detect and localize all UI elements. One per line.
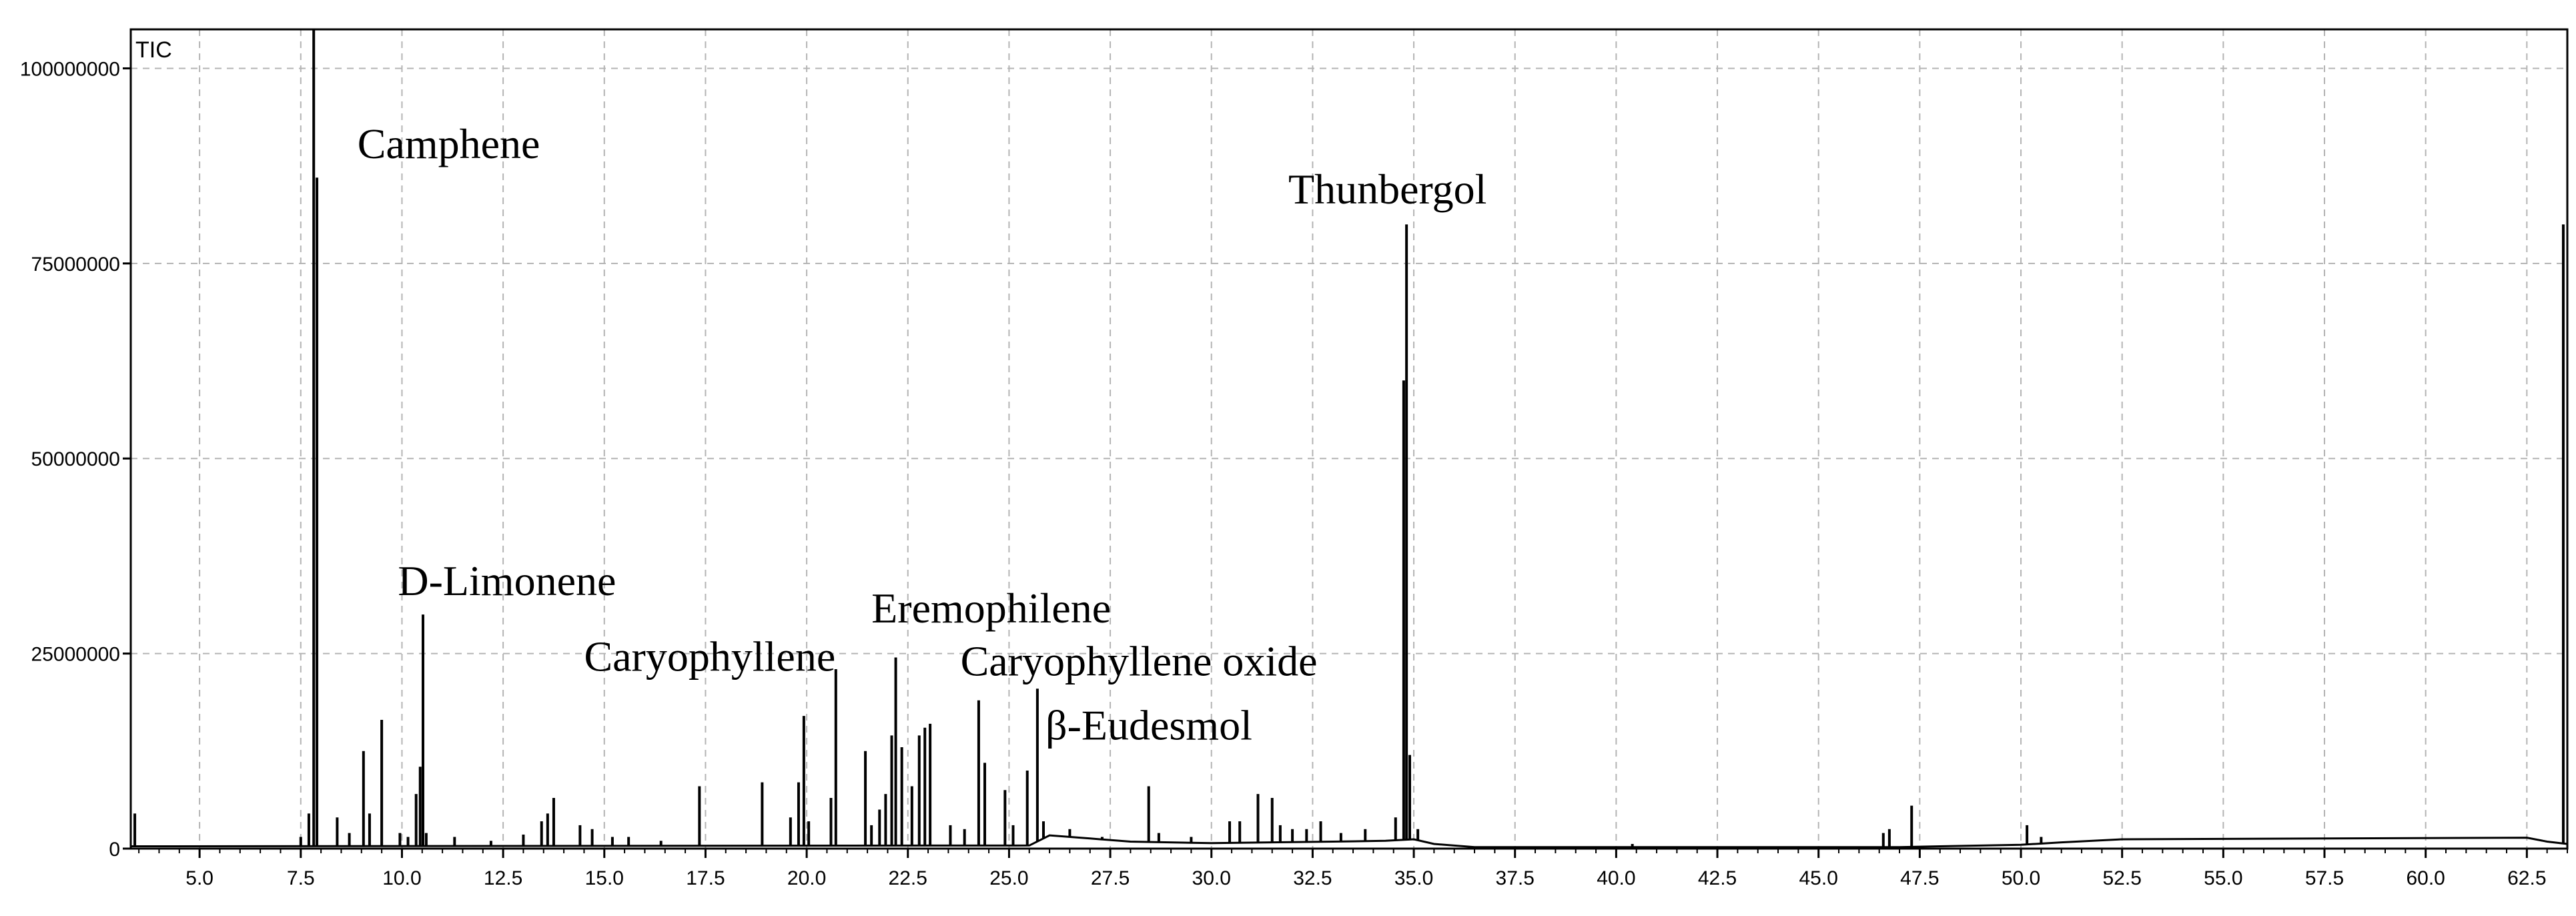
y-tick-label: 100000000 [20, 58, 120, 80]
peak-annotation: Camphene [358, 120, 540, 167]
y-tick-label: 25000000 [31, 644, 120, 666]
peak-annotation: Thunbergol [1288, 165, 1486, 213]
x-tick-label: 22.5 [889, 867, 927, 889]
x-tick-label: 52.5 [2102, 867, 2141, 889]
x-tick-label: 47.5 [1900, 867, 1939, 889]
x-tick-label: 17.5 [686, 867, 725, 889]
x-tick-label: 35.0 [1394, 867, 1433, 889]
peak-annotation: β-Eudesmol [1045, 701, 1252, 749]
grid-lines [131, 29, 2567, 849]
x-axis-ticks: 5.0 7.5 10.0 12.5 15.0 17.5 20.0 22.5 25.0 27.5 30… [138, 849, 2568, 889]
peak-annotations: Camphene D-Limonene Caryophyllene Eremophil… [358, 120, 1487, 749]
peak-annotation: Caryophyllene oxide [961, 637, 1318, 684]
y-tick-label: 50000000 [31, 448, 120, 470]
x-tick-label: 37.5 [1496, 867, 1535, 889]
x-tick-label: 32.5 [1293, 867, 1332, 889]
x-tick-label: 30.0 [1192, 867, 1231, 889]
tic-baseline [130, 834, 2568, 849]
x-tick-label: 7.5 [287, 867, 315, 889]
x-tick-label: 42.5 [1698, 867, 1737, 889]
x-tick-label: 27.5 [1091, 867, 1130, 889]
y-tick-label: 75000000 [31, 254, 120, 276]
x-tick-label: 5.0 [185, 867, 213, 889]
x-tick-label: 10.0 [382, 867, 421, 889]
x-tick-label: 15.0 [585, 867, 624, 889]
peak-annotation: D-Limonene [398, 557, 616, 604]
x-tick-label: 57.5 [2305, 867, 2344, 889]
peak-annotation: Eremophilene [871, 584, 1111, 632]
x-tick-label: 50.0 [2002, 867, 2040, 889]
x-tick-label: 20.0 [787, 867, 826, 889]
y-axis-ticks: 0 25000000 50000000 75000000 100000000 [20, 58, 131, 861]
x-tick-label: 25.0 [989, 867, 1028, 889]
plot-frame [129, 28, 2569, 850]
x-tick-label: 45.0 [1799, 867, 1838, 889]
x-tick-label: 55.0 [2204, 867, 2242, 889]
y-tick-label: 0 [109, 839, 120, 861]
corner-label: TIC [135, 37, 172, 63]
tic-trace [130, 29, 2568, 849]
x-tick-label: 40.0 [1597, 867, 1635, 889]
x-tick-label: 12.5 [484, 867, 522, 889]
x-tick-label: 62.5 [2507, 867, 2546, 889]
x-tick-label: 60.0 [2406, 867, 2445, 889]
peak-annotation: Caryophyllene [584, 632, 835, 680]
